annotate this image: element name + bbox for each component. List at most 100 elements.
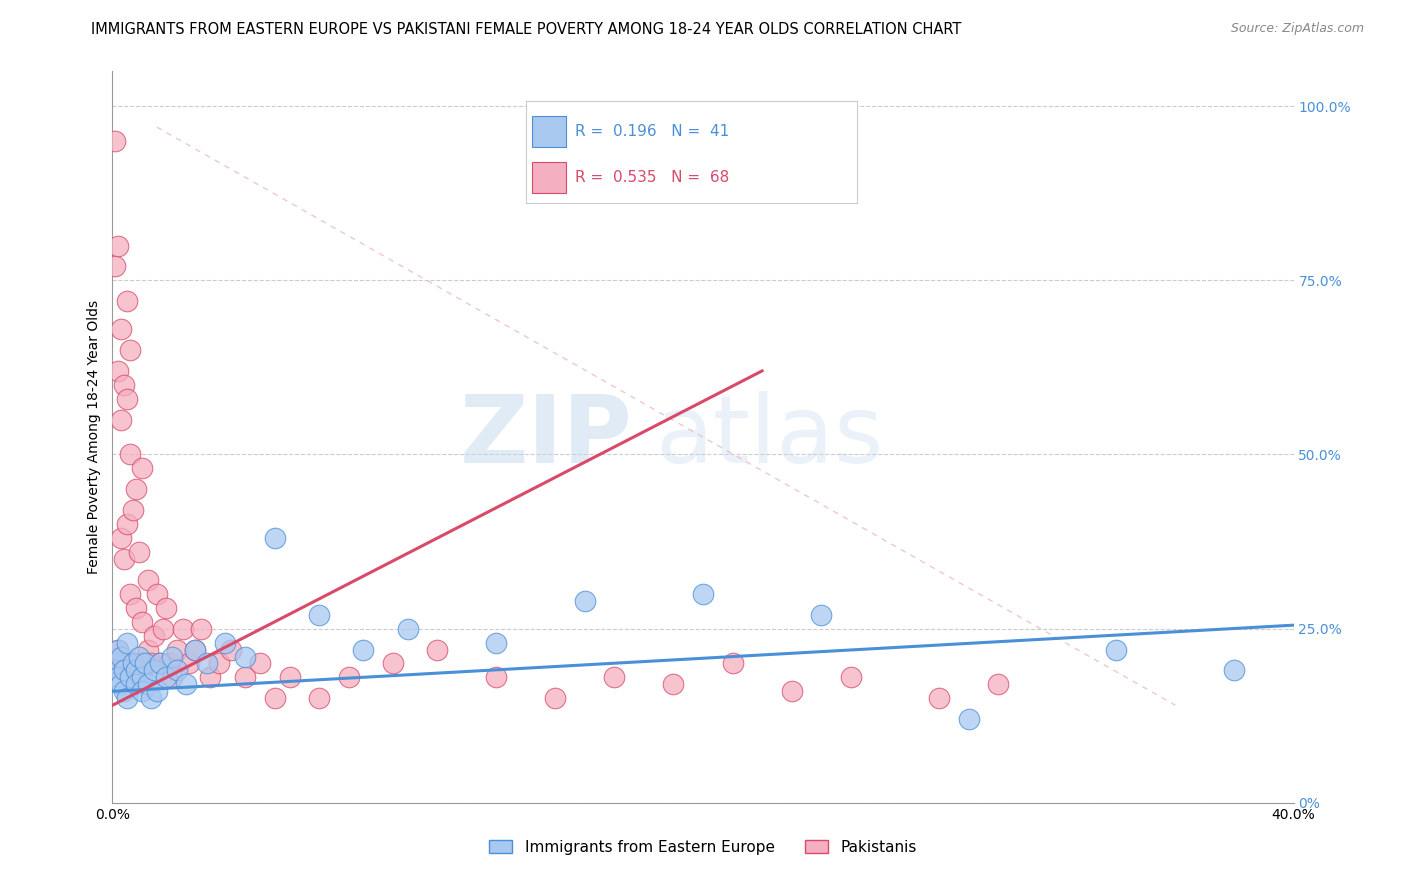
Point [110, 649, 132, 664]
Point [125, 600, 148, 615]
Y-axis label: Female Poverty Among 18-24 Year Olds: Female Poverty Among 18-24 Year Olds [87, 300, 101, 574]
Point [107, 238, 129, 252]
Point [107, 670, 129, 684]
Point [172, 622, 194, 636]
Point [112, 657, 135, 671]
Point [155, 670, 177, 684]
Point [662, 677, 685, 691]
Point [136, 677, 159, 691]
Point [166, 664, 188, 678]
Point [139, 657, 162, 671]
Point [352, 642, 374, 657]
Point [128, 649, 150, 664]
Point [157, 657, 180, 671]
Point [122, 657, 145, 671]
Point [110, 412, 132, 426]
Text: ZIP: ZIP [460, 391, 633, 483]
Point [233, 649, 256, 664]
Point [131, 461, 153, 475]
Point [382, 657, 405, 671]
Point [104, 260, 127, 274]
Point [117, 691, 138, 706]
Point [131, 657, 153, 671]
Point [117, 657, 138, 671]
Point [308, 691, 330, 706]
Point [198, 670, 221, 684]
Point [134, 657, 156, 671]
Point [120, 448, 142, 462]
Point [603, 670, 626, 684]
Point [574, 594, 596, 608]
Point [117, 635, 138, 649]
Point [110, 322, 132, 336]
Point [396, 622, 419, 636]
Point [120, 343, 142, 357]
Point [125, 677, 148, 691]
Point [839, 670, 862, 684]
Point [134, 657, 156, 671]
Point [125, 664, 148, 678]
Text: IMMIGRANTS FROM EASTERN EUROPE VS PAKISTANI FEMALE POVERTY AMONG 18-24 YEAR OLDS: IMMIGRANTS FROM EASTERN EUROPE VS PAKIST… [91, 22, 962, 37]
Point [152, 622, 174, 636]
Point [780, 684, 803, 698]
Point [810, 607, 832, 622]
Point [149, 657, 172, 671]
Point [160, 670, 183, 684]
Point [107, 642, 129, 657]
Text: Source: ZipAtlas.com: Source: ZipAtlas.com [1230, 22, 1364, 36]
Point [174, 677, 197, 691]
Point [264, 691, 287, 706]
Point [131, 615, 153, 629]
Point [136, 642, 159, 657]
Point [131, 684, 153, 698]
Point [485, 670, 508, 684]
Point [166, 642, 188, 657]
Point [125, 483, 148, 497]
Point [208, 657, 231, 671]
Point [104, 134, 127, 148]
Point [104, 657, 127, 671]
Point [110, 677, 132, 691]
Point [112, 664, 135, 678]
Point [214, 635, 236, 649]
Point [233, 670, 256, 684]
Point [117, 517, 138, 532]
Point [128, 657, 150, 671]
Point [987, 677, 1010, 691]
Legend: Immigrants from Eastern Europe, Pakistanis: Immigrants from Eastern Europe, Pakistan… [484, 834, 922, 861]
Point [721, 657, 744, 671]
Point [142, 629, 165, 643]
Point [155, 600, 177, 615]
Point [107, 642, 129, 657]
Point [957, 712, 980, 726]
Point [184, 642, 207, 657]
Point [110, 531, 132, 545]
Point [149, 657, 172, 671]
Point [160, 649, 183, 664]
Point [264, 531, 287, 545]
Point [120, 587, 142, 601]
Point [107, 657, 129, 671]
Point [146, 587, 169, 601]
Point [928, 691, 950, 706]
Point [692, 587, 714, 601]
Point [426, 642, 449, 657]
Point [104, 657, 127, 671]
Point [139, 691, 162, 706]
Point [110, 657, 132, 671]
Point [128, 545, 150, 559]
Point [190, 622, 212, 636]
Point [1223, 664, 1246, 678]
Text: atlas: atlas [655, 391, 884, 483]
Point [122, 503, 145, 517]
Point [278, 670, 301, 684]
Point [146, 684, 169, 698]
Point [125, 657, 148, 671]
Point [112, 552, 135, 566]
Point [120, 670, 142, 684]
Point [117, 294, 138, 309]
Point [117, 392, 138, 406]
Point [1105, 642, 1128, 657]
Point [544, 691, 567, 706]
Point [308, 607, 330, 622]
